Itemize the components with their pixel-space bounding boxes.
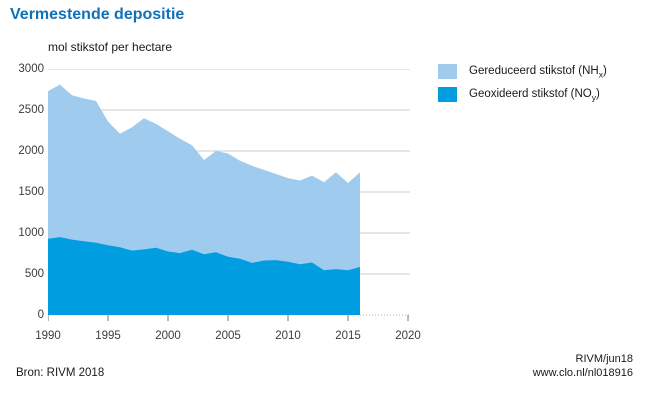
y-tick-label: 1000 [18, 227, 44, 239]
y-tick-label: 3000 [18, 63, 44, 75]
y-tick-label: 500 [24, 268, 44, 280]
page-title: Vermestende depositie [10, 6, 185, 23]
clo-url-link[interactable]: www.clo.nl/nl018916 [532, 367, 633, 379]
x-tick-label: 1990 [35, 330, 61, 342]
source-note: Bron: RIVM 2018 [16, 367, 105, 379]
x-tick-label: 2005 [215, 330, 241, 342]
area-noy [48, 237, 360, 315]
credits-block: RIVM/jun18 www.clo.nl/nl018916 [533, 352, 633, 380]
credit-text: RIVM/jun18 [575, 353, 633, 365]
legend-item-nhx: Gereduceerd stikstof (NHx) [438, 64, 607, 79]
y-tick-label: 2500 [18, 104, 44, 116]
y-tick-label: 2000 [18, 145, 44, 157]
x-tick-label: 1995 [95, 330, 121, 342]
y-tick-label: 1500 [18, 186, 44, 198]
x-tick-label: 2015 [335, 330, 361, 342]
legend-swatch-noy [438, 87, 457, 102]
legend-label-noy: Geoxideerd stikstof (NOy) [469, 88, 600, 103]
legend: Gereduceerd stikstof (NHx) Geoxideerd st… [438, 64, 607, 110]
legend-swatch-nhx [438, 64, 457, 79]
legend-item-noy: Geoxideerd stikstof (NOy) [438, 87, 607, 102]
stacked-area-chart [48, 69, 410, 321]
x-tick-label: 2000 [155, 330, 181, 342]
y-tick-label: 0 [37, 309, 44, 321]
y-axis-unit-label: mol stikstof per hectare [48, 40, 173, 54]
x-tick-label: 2010 [275, 330, 301, 342]
legend-label-nhx: Gereduceerd stikstof (NHx) [469, 65, 607, 80]
x-tick-label: 2020 [395, 330, 421, 342]
